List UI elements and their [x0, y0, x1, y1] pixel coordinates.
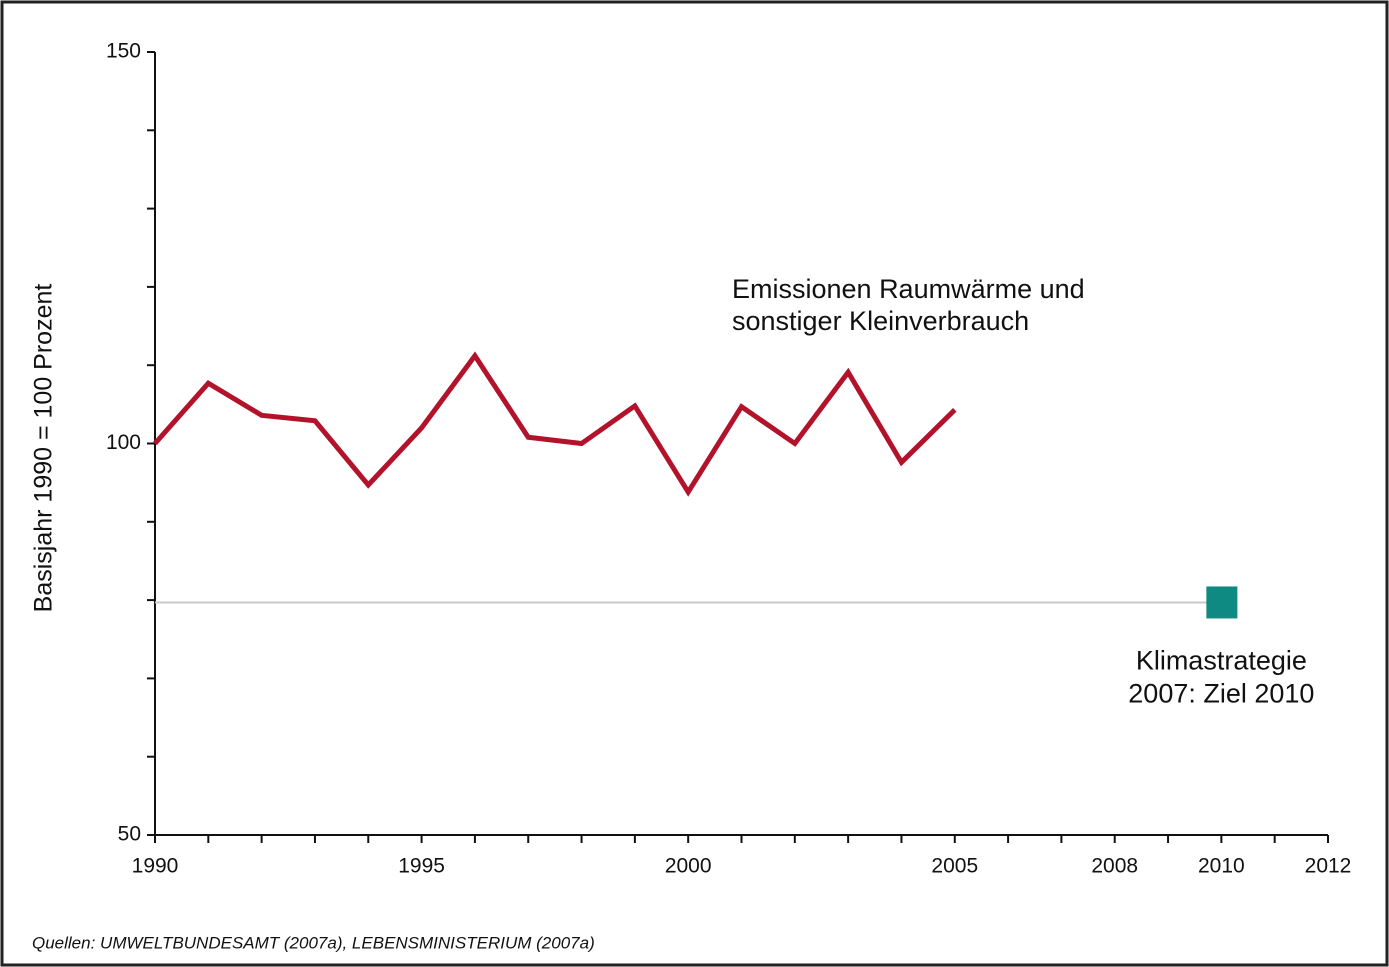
- target-label: Klimastrategie: [1136, 646, 1307, 676]
- x-tick-label: 2005: [931, 855, 978, 878]
- x-tick-label: 2000: [665, 855, 712, 878]
- x-tick-label: 2008: [1091, 855, 1138, 878]
- source: Quellen: UMWELTBUNDESAMT (2007a), LEBENS…: [32, 933, 595, 952]
- series-label: Emissionen Raumwärme und: [732, 274, 1085, 304]
- series-label: sonstiger Kleinverbrauch: [732, 306, 1029, 336]
- x-tick-label: 1990: [132, 855, 179, 878]
- y-tick-label: 150: [106, 40, 141, 63]
- y-tick-label: 50: [118, 823, 141, 846]
- x-tick-label: 2010: [1198, 855, 1245, 878]
- target-label: 2007: Ziel 2010: [1128, 679, 1314, 709]
- x-tick-label: 1995: [398, 855, 445, 878]
- target-marker: [1206, 586, 1238, 619]
- y-tick-label: 100: [106, 431, 141, 454]
- y-axis-label: Basisjahr 1990 = 100 Prozent: [30, 284, 58, 613]
- x-tick-label: 2012: [1305, 855, 1352, 878]
- series-line: [153, 351, 957, 497]
